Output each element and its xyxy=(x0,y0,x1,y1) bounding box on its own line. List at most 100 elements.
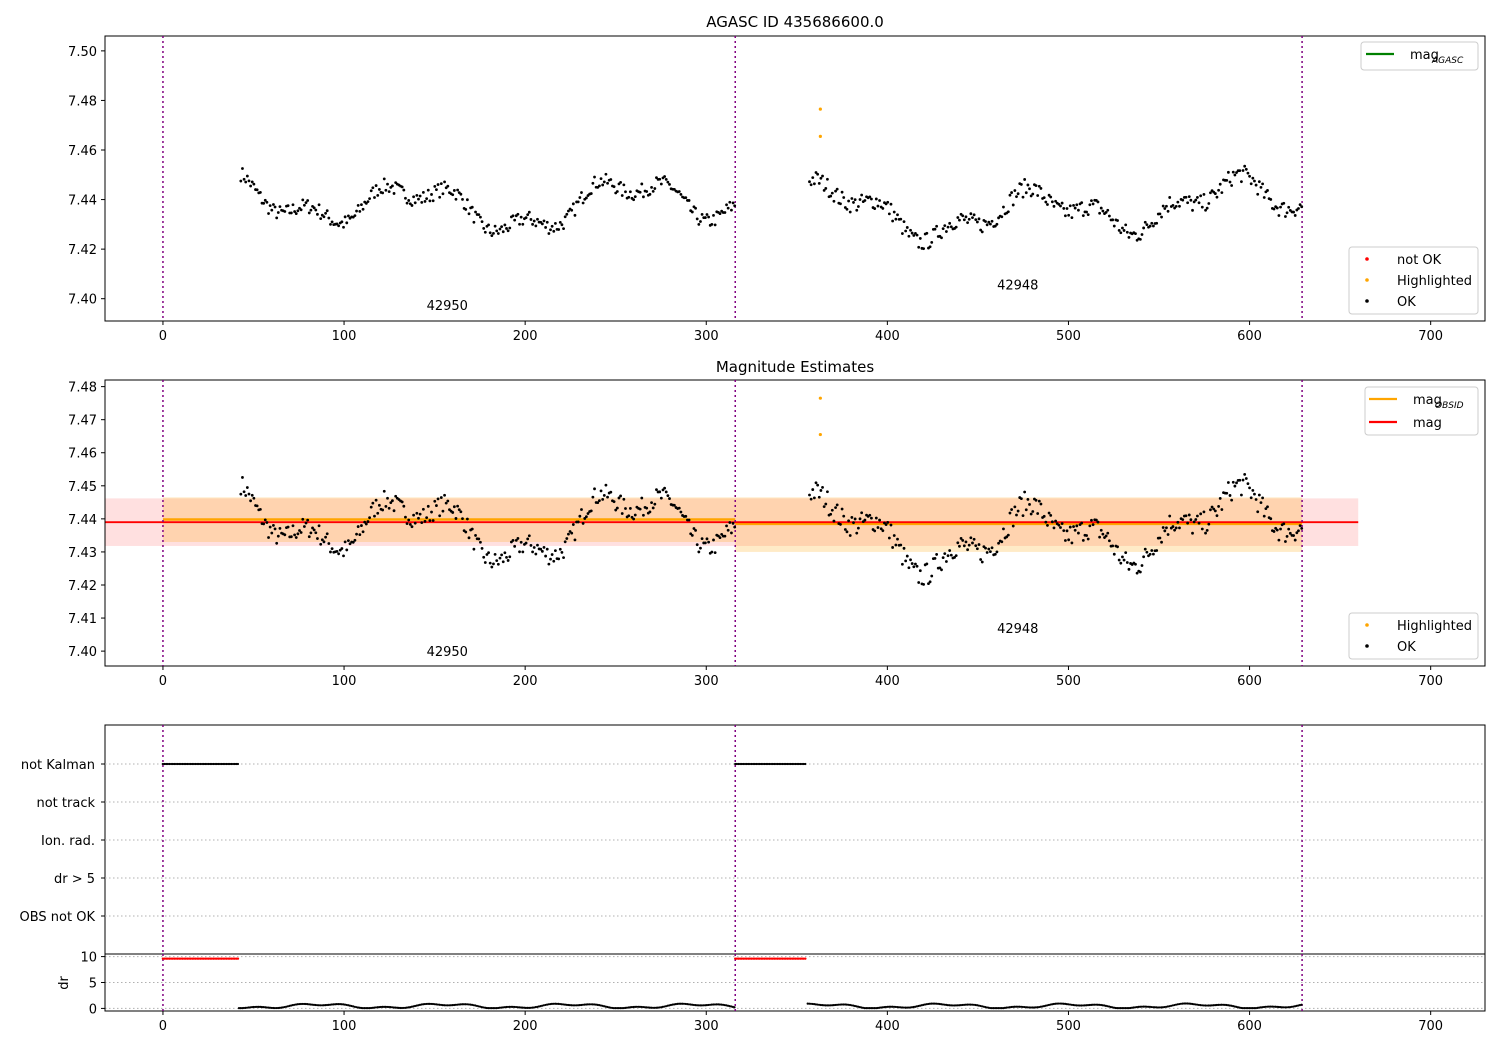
dr-ok-point xyxy=(943,1003,946,1006)
ok-point xyxy=(956,541,960,545)
dr-ok-point xyxy=(710,1003,713,1006)
dr-ok-point xyxy=(497,1006,500,1010)
dr-ok-point xyxy=(809,1002,813,1005)
ok-point xyxy=(1171,525,1175,528)
ok-point xyxy=(881,207,885,210)
legend-label: not OK xyxy=(1397,253,1442,268)
dr-ok-point xyxy=(1204,1004,1207,1007)
flag-point xyxy=(778,762,781,766)
highlighted-point xyxy=(818,396,822,400)
ok-point xyxy=(703,216,707,219)
ok-point xyxy=(296,532,300,536)
ok-point xyxy=(325,532,329,536)
ok-point xyxy=(896,537,899,541)
ok-point xyxy=(914,562,917,566)
ok-point xyxy=(891,219,895,223)
dr-ok-point xyxy=(994,1007,997,1010)
dr-ok-point xyxy=(593,1003,596,1006)
ok-point xyxy=(1059,526,1062,529)
ok-point xyxy=(557,228,561,231)
dr-ok-point xyxy=(332,1003,335,1006)
ok-point xyxy=(1101,209,1105,213)
ok-point xyxy=(812,496,816,500)
ok-point xyxy=(438,514,442,518)
ok-point xyxy=(552,559,556,563)
flag-point xyxy=(174,762,178,766)
dr-ok-point xyxy=(910,1006,914,1009)
dr-ok-point xyxy=(1275,1005,1279,1008)
ok-point xyxy=(648,510,652,514)
dr-ok-point xyxy=(940,1003,943,1006)
ok-point xyxy=(529,218,533,221)
flag-point xyxy=(779,762,782,766)
dr-ok-point xyxy=(1240,1006,1243,1010)
ok-point xyxy=(1152,224,1155,228)
ok-point xyxy=(971,541,974,545)
flag-point xyxy=(773,762,776,766)
ok-point xyxy=(531,222,534,226)
dr-ok-point xyxy=(237,1007,241,1010)
ok-point xyxy=(405,201,409,205)
dr-ok-point xyxy=(831,1004,834,1007)
ok-point xyxy=(1047,193,1051,197)
legend-box xyxy=(1360,41,1479,71)
ok-point xyxy=(874,197,878,201)
ok-point xyxy=(275,541,279,545)
ok-point xyxy=(1231,170,1235,174)
ok-point xyxy=(415,511,419,515)
ok-point xyxy=(252,496,256,500)
ok-point xyxy=(426,504,430,508)
ok-point xyxy=(461,517,464,521)
legend-label: OK xyxy=(1397,295,1416,310)
dr-ok-point xyxy=(575,1004,578,1007)
dr-ok-point xyxy=(394,1006,397,1009)
ok-point xyxy=(1099,206,1103,210)
ok-point xyxy=(941,556,945,560)
ok-point xyxy=(1279,205,1282,209)
ok-point xyxy=(474,210,477,214)
ok-point xyxy=(581,201,585,205)
dr-ok-point xyxy=(594,1003,598,1006)
dr-ok-point xyxy=(382,1005,386,1008)
ok-point xyxy=(1254,498,1258,501)
ok-point xyxy=(1256,192,1260,196)
ok-point xyxy=(725,524,728,528)
ok-point xyxy=(1047,511,1051,515)
dr-ok-point xyxy=(405,1006,408,1009)
ok-point xyxy=(239,179,243,183)
ok-point xyxy=(1072,203,1075,207)
dr-ok-point xyxy=(278,1006,281,1009)
dr-ok-point xyxy=(500,1006,503,1009)
ok-point xyxy=(1085,534,1088,537)
ok-point xyxy=(418,512,422,516)
ok-point xyxy=(856,526,860,530)
ok-point xyxy=(990,219,994,223)
y-tick-label: 7.47 xyxy=(68,414,97,429)
ok-point xyxy=(1119,561,1123,565)
ok-point xyxy=(1122,558,1126,562)
ok-point xyxy=(452,189,456,192)
dr-ok-point xyxy=(660,1006,663,1009)
dr-ok-point xyxy=(1010,1005,1013,1009)
ok-point xyxy=(821,485,824,489)
ok-point xyxy=(402,504,406,508)
ok-point xyxy=(1124,223,1128,227)
legend-label: Highlighted xyxy=(1397,274,1472,289)
plot-frame xyxy=(104,35,1486,322)
ok-point xyxy=(245,174,249,178)
x-tick-label: 0 xyxy=(159,329,167,344)
ok-point xyxy=(1200,205,1204,209)
dr-ok-point xyxy=(515,1005,518,1009)
flag-point xyxy=(191,762,194,766)
flag-point xyxy=(789,762,792,766)
ok-point xyxy=(990,546,994,550)
ok-point xyxy=(563,540,567,544)
dr-ok-point xyxy=(821,1004,824,1007)
dr-ok-point xyxy=(1189,1002,1192,1005)
ok-point xyxy=(1050,520,1054,524)
ok-point xyxy=(1184,514,1188,518)
flag-point xyxy=(750,762,753,766)
dr-ok-point xyxy=(699,1004,702,1007)
ok-point xyxy=(1233,484,1237,488)
ok-point xyxy=(980,560,984,564)
